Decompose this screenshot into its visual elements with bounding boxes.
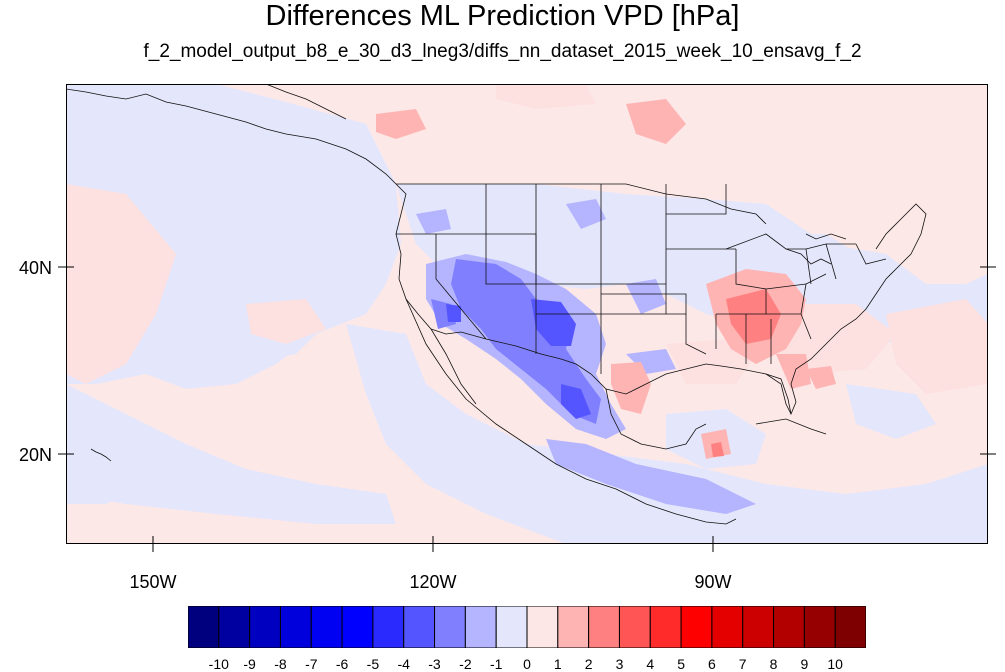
colorbar-tick-label: 4 [646, 656, 655, 672]
lon-label-150w: 150W [129, 572, 177, 592]
colorbar-box [711, 606, 744, 648]
colorbar-tick-label: -7 [305, 656, 318, 672]
lon-label-90w: 90W [694, 572, 732, 592]
map-frame [66, 84, 988, 544]
colorbar-box [495, 606, 528, 648]
colorbar-box [249, 606, 281, 648]
colorbar-tick-label: 5 [677, 656, 685, 672]
vpd-difference-map [66, 84, 988, 544]
colorbar-box [834, 606, 866, 648]
colorbar-box [188, 606, 220, 648]
colorbar-tick-label: 0 [523, 656, 531, 672]
colorbar-box [434, 606, 466, 648]
colorbar-tick-label: 8 [769, 656, 778, 672]
colorbar-tick-label: -8 [274, 656, 287, 672]
colorbar-box [218, 606, 251, 648]
colorbar-box [680, 606, 713, 648]
lat-label-40n: 40N [18, 258, 52, 278]
colorbar-tick-label: 7 [738, 656, 747, 672]
colorbar-tick-label: 1 [553, 656, 562, 672]
graticule-ticks [66, 266, 988, 544]
colorbar-tick-label: -3 [428, 656, 441, 672]
colorbar-tick-label: 3 [615, 656, 624, 672]
colorbar-box [557, 606, 590, 648]
colorbar-tick-label: -1 [489, 656, 503, 672]
colorbar-tick-label: 2 [584, 656, 593, 672]
coastlines-and-borders [66, 84, 927, 525]
colorbar-box [649, 606, 682, 648]
lon-label-120w: 120W [409, 572, 457, 592]
positive-regions-strong [711, 289, 781, 457]
colorbar [188, 606, 866, 648]
colorbar-box [742, 606, 775, 648]
colorbar-box [618, 606, 651, 648]
colorbar-box [279, 606, 312, 648]
map-subtitle: f_2_model_output_b8_e_30_d3_lneg3/diffs_… [143, 41, 862, 62]
colorbar-box [310, 606, 343, 648]
colorbar-tick-label: 6 [707, 656, 716, 672]
colorbar-tick-label: 10 [827, 656, 843, 672]
colorbar-tick-label: -9 [243, 656, 256, 672]
map-panel [66, 84, 988, 544]
colorbar-box [372, 606, 405, 648]
colorbar-tick-label: -6 [335, 656, 349, 672]
colorbar-tick-label: -10 [208, 656, 229, 672]
colorbar-box [341, 606, 374, 648]
colorbar-box [464, 606, 497, 648]
colorbar-tick-label: -5 [366, 656, 380, 672]
colorbar-box [773, 606, 805, 648]
map-title: Differences ML Prediction VPD [hPa] [265, 0, 740, 32]
colorbar-box [588, 606, 620, 648]
colorbar-box [403, 606, 436, 648]
colorbar-box [526, 606, 559, 648]
colorbar-tick-label: 9 [800, 656, 809, 672]
negative-regions-deep [446, 299, 591, 419]
lat-label-20n: 20N [18, 445, 52, 465]
colorbar-box [803, 606, 836, 648]
colorbar-tick-label: -4 [397, 656, 410, 672]
colorbar-tick-label: -2 [459, 656, 472, 672]
